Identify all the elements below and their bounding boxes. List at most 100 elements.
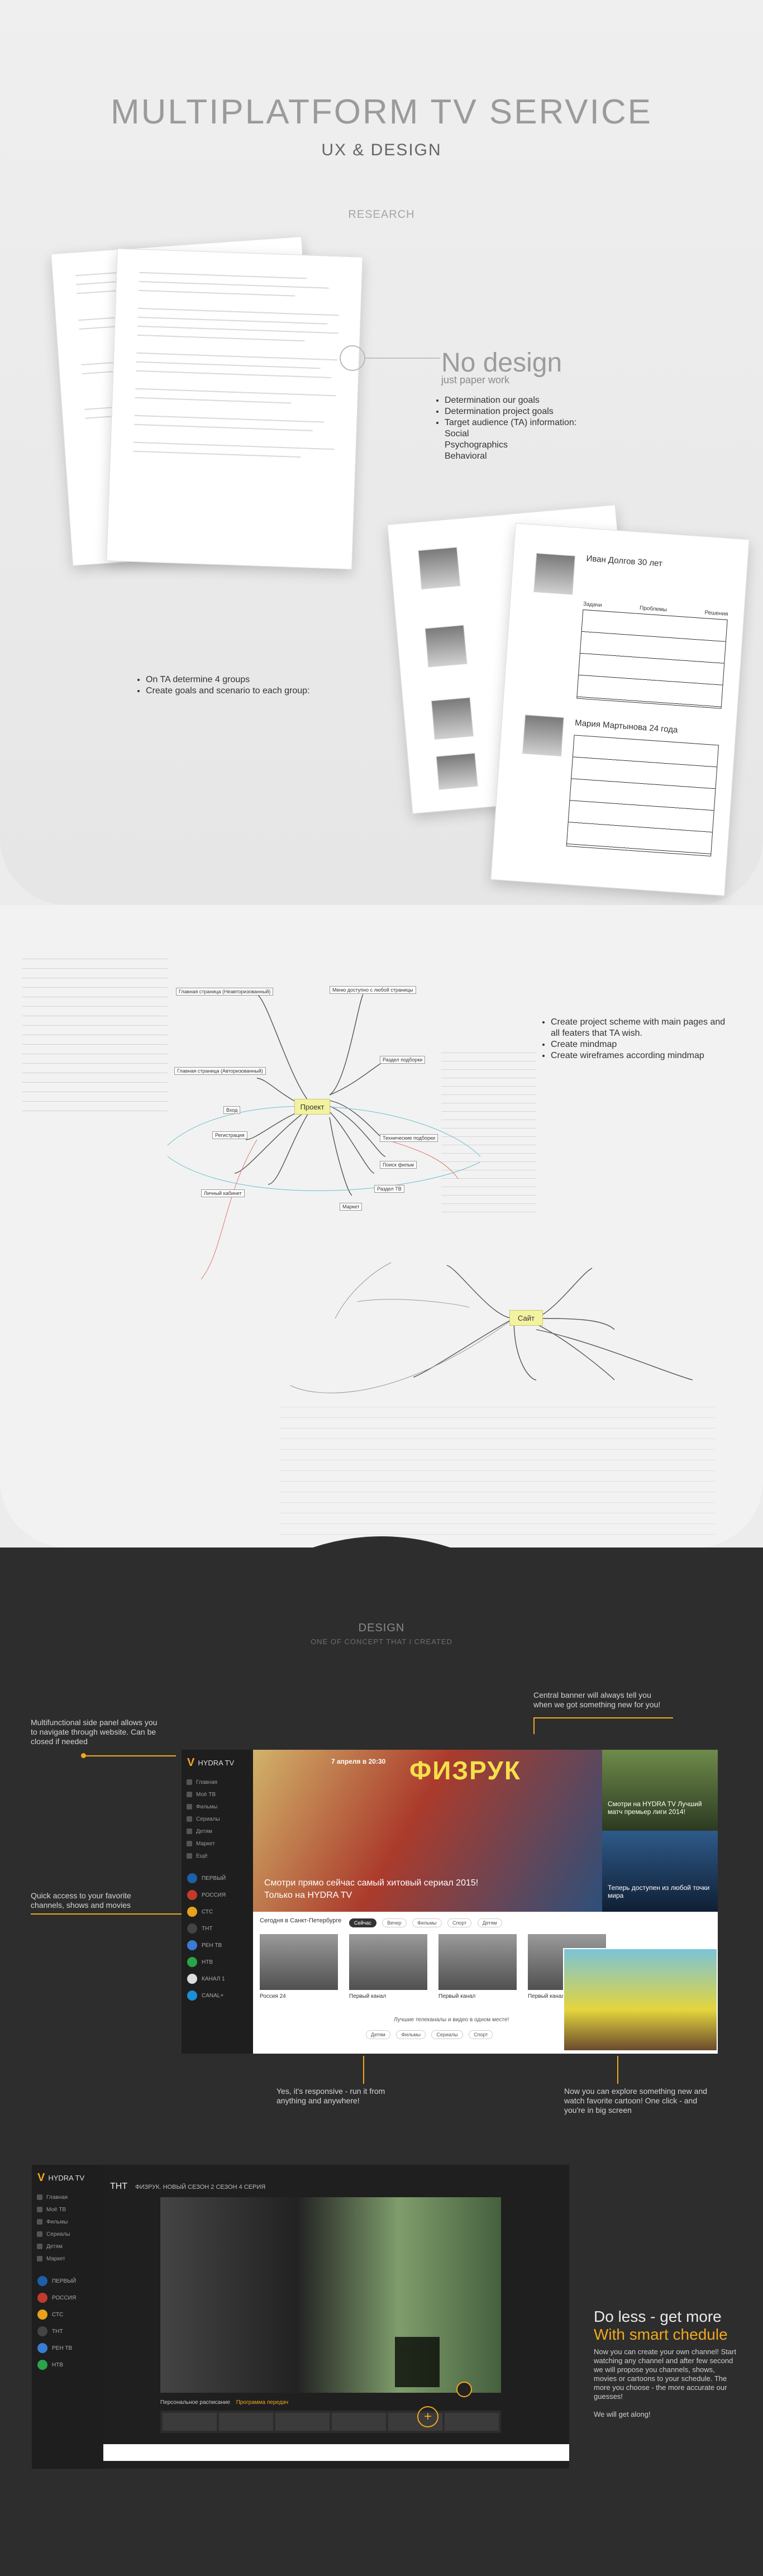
tv-icon [37,2207,42,2212]
sidebar-item-label: Фильмы [46,2218,68,2225]
channel-label: НТВ [202,1959,213,1965]
video-frame[interactable] [160,2197,501,2397]
series-icon [187,1816,192,1822]
channel-logo-icon [187,1940,197,1950]
side-promo-1[interactable]: Смотри на HYDRA TV Лучший матч премьер л… [602,1750,718,1831]
sidebar-item-movies[interactable]: Фильмы [182,1801,253,1813]
sidebar-item-market[interactable]: Маркет [32,2253,103,2265]
nodesign-point: Determination our goals [445,395,620,406]
mindmap-node: Раздел ТВ [374,1185,404,1193]
channel-item[interactable]: ПЕРВЫЙ [32,2273,103,2289]
bottom-tab[interactable]: Сериалы [431,2030,463,2039]
logo-icon: V [187,1756,195,1769]
channel-item[interactable]: ПЕРВЫЙ [182,1870,253,1887]
channel-item[interactable]: РЕН ТВ [32,2340,103,2356]
channel-item[interactable]: КАНАЛ 1 [182,1970,253,1987]
sidebar-item-kids[interactable]: Детям [32,2240,103,2253]
channel-item[interactable]: РОССИЯ [182,1887,253,1903]
channel-card[interactable] [260,1934,338,1990]
channel-item[interactable]: СТС [32,2306,103,2323]
research-point: Create goals and scenario to each group: [146,685,360,697]
channel-logo-icon [187,1991,197,2001]
channel-item[interactable]: НТВ [182,1954,253,1970]
channel-item[interactable]: CANAL+ [182,1987,253,2004]
bottom-tab[interactable]: Детям [366,2030,390,2039]
sidebar-item-label: Детям [196,1828,212,1835]
side-promo-text: Смотри на HYDRA TV Лучший матч премьер л… [608,1800,702,1816]
side-promo-text: Теперь доступен из любой точки мира [608,1884,710,1899]
home-icon [187,1779,192,1785]
schedule-slot[interactable] [332,2413,386,2431]
nodesign-points: Determination our goals Determination pr… [436,395,620,462]
play-check-icon[interactable] [456,2382,472,2397]
design-title: DESIGN [358,1622,405,1634]
player-sidebar-logo[interactable]: V HYDRA TV [32,2165,103,2191]
sidebar-item-movies[interactable]: Фильмы [32,2216,103,2228]
tab-kids[interactable]: Детям [477,1918,502,1927]
sidebar-item-mytv[interactable]: Моё ТВ [182,1788,253,1801]
connector-circle [340,345,365,371]
channel-logo-icon [187,1974,197,1984]
section-notch [313,1536,450,1553]
smart-subtitle: With smart chedule [594,2326,728,2343]
tab-sport[interactable]: Спорт [447,1918,472,1927]
channel-logo-icon [37,2326,47,2336]
tab-evening[interactable]: Вечер [382,1918,407,1927]
now-tabs: Сейчас Вечер Фильмы Спорт Детям [349,1917,506,1927]
sidebar-item-main[interactable]: Главная [32,2191,103,2203]
schedule-slot[interactable] [219,2413,273,2431]
logo-icon: V [37,2172,45,2184]
channel-item[interactable]: ТНТ [32,2323,103,2340]
sidebar-item-label: Моё ТВ [46,2206,66,2213]
series-icon [37,2231,42,2237]
tab-now[interactable]: Сейчас [349,1918,376,1927]
sidebar-item-more[interactable]: Ещё [182,1850,253,1862]
channel-item[interactable]: РОССИЯ [32,2289,103,2306]
central-banner[interactable]: ФИЗРУК 7 апреля в 20:30 Смотри прямо сей… [253,1750,602,1912]
mindmap-point: Create mindmap [551,1039,726,1050]
sidebar-item-series[interactable]: Сериалы [32,2228,103,2240]
schedule-slot[interactable] [163,2413,217,2431]
bottom-tab[interactable]: Фильмы [396,2030,426,2039]
research-points: On TA determine 4 groups Create goals an… [137,674,360,697]
bottom-tabs: Детям Фильмы Сериалы Спорт [366,2029,496,2039]
side-promo-2[interactable]: Теперь доступен из любой точки мира [602,1831,718,1912]
sidebar-item-kids[interactable]: Детям [182,1825,253,1837]
persona-photo [436,753,478,790]
channel-item[interactable]: НТВ [32,2356,103,2373]
smart-cta: We will get along! [594,2410,651,2418]
sidebar-item-market[interactable]: Маркет [182,1837,253,1850]
page-subtitle: UX & DESIGN [321,141,442,159]
sidebar-item-label: Маркет [196,1840,215,1847]
bottom-tab[interactable]: Спорт [469,2030,493,2039]
channel-item[interactable]: СТС [182,1903,253,1920]
logo-text: HYDRA TV [198,1759,235,1767]
channel-label: ПЕРВЫЙ [52,2278,77,2284]
add-to-schedule-icon[interactable]: + [417,2406,438,2427]
channel-logo-icon [37,2310,47,2320]
schedule-slot[interactable] [445,2413,499,2431]
channel-item[interactable]: ТНТ [182,1920,253,1937]
channel-card[interactable] [438,1934,517,1990]
mindmap-node: Главная страница (Авторизованный) [174,1067,266,1075]
video-overlay-list [395,2337,440,2387]
tab-movies[interactable]: Фильмы [412,1918,442,1927]
annotation-line [617,2056,618,2084]
mindmap-leaves [441,1045,536,1212]
nodesign-point: Determination project goals [445,406,620,417]
schedule-link[interactable]: Программа передач [236,2399,289,2406]
schedule-slot[interactable] [275,2413,330,2431]
sidebar-item-main[interactable]: Главная [182,1776,253,1788]
home-icon [37,2194,42,2200]
cartoon-miniplayer[interactable] [563,1948,718,2051]
design-subtitle: ONE OF CONCEPT THAT I CREATED [311,1637,452,1646]
channel-item[interactable]: РЕН ТВ [182,1937,253,1954]
bottom-prompt: Лучшие телеканалы и видео в одном месте! [394,2017,509,2023]
channel-card[interactable] [349,1934,427,1990]
nodesign-subpoint: Social [445,429,469,439]
card-label: Россия 24 [260,1993,286,1999]
sidebar-item-series[interactable]: Сериалы [182,1813,253,1825]
sidebar-logo[interactable]: V HYDRA TV [182,1750,253,1776]
sidebar-item-mytv[interactable]: Моё ТВ [32,2203,103,2216]
annotation-line [31,1913,187,1915]
